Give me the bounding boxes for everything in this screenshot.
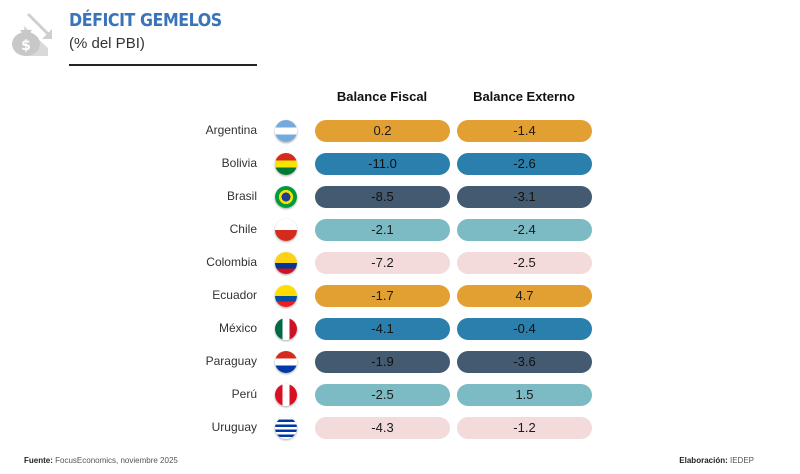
table-row: México -4.1 -0.4	[0, 318, 800, 340]
country-label: Paraguay	[205, 354, 257, 368]
table-row: Uruguay -4.3 -1.2	[0, 417, 800, 439]
flag-icon	[275, 417, 297, 439]
externo-value-pill: -1.2	[457, 417, 592, 439]
externo-value-pill: -1.4	[457, 120, 592, 142]
flag-icon	[275, 120, 297, 142]
flag-icon	[275, 384, 297, 406]
country-label: Perú	[231, 387, 257, 401]
source-note: Fuente: FocusEconomics, noviembre 2025	[24, 456, 178, 465]
credit-note: Elaboración: IEDEP	[679, 456, 754, 465]
externo-value-pill: -2.5	[457, 252, 592, 274]
svg-text:$: $	[21, 38, 31, 54]
externo-value-pill: 1.5	[457, 384, 592, 406]
flag-icon	[275, 252, 297, 274]
fiscal-value-pill: -2.1	[315, 219, 450, 241]
fiscal-value-pill: -11.0	[315, 153, 450, 175]
table-row: Perú -2.5 1.5	[0, 384, 800, 406]
table-row: Argentina 0.2 -1.4	[0, 120, 800, 142]
fiscal-value-pill: -2.5	[315, 384, 450, 406]
fiscal-value-pill: -7.2	[315, 252, 450, 274]
flag-icon	[275, 219, 297, 241]
flag-icon	[275, 351, 297, 373]
country-label: Brasil	[226, 189, 257, 203]
fiscal-value-pill: 0.2	[315, 120, 450, 142]
country-label: Ecuador	[212, 288, 257, 302]
chart-title: DÉFICIT GEMELOS	[69, 10, 222, 31]
table-row: Chile -2.1 -2.4	[0, 219, 800, 241]
flag-icon	[275, 153, 297, 175]
column-header-fiscal: Balance Fiscal	[336, 89, 428, 104]
flag-icon	[275, 186, 297, 208]
country-label: Bolivia	[221, 156, 257, 170]
country-label: México	[218, 321, 257, 335]
money-bag-down-arrow-icon: $	[12, 12, 52, 56]
country-label: Chile	[229, 222, 257, 236]
externo-value-pill: -3.6	[457, 351, 592, 373]
country-label: Argentina	[205, 123, 257, 137]
title-divider	[69, 64, 257, 66]
externo-value-pill: -2.6	[457, 153, 592, 175]
source-value: FocusEconomics, noviembre 2025	[55, 456, 178, 465]
source-label: Fuente:	[24, 456, 53, 465]
credit-value: IEDEP	[729, 456, 754, 465]
fiscal-value-pill: -4.1	[315, 318, 450, 340]
column-header-externo: Balance Externo	[473, 89, 575, 104]
chart-subtitle: (% del PBI)	[69, 35, 145, 52]
externo-value-pill: -0.4	[457, 318, 592, 340]
flag-icon	[275, 285, 297, 307]
table-row: Bolivia -11.0 -2.6	[0, 153, 800, 175]
table-row: Paraguay -1.9 -3.6	[0, 351, 800, 373]
fiscal-value-pill: -1.7	[315, 285, 450, 307]
fiscal-value-pill: -4.3	[315, 417, 450, 439]
table-row: Colombia -7.2 -2.5	[0, 252, 800, 274]
fiscal-value-pill: -8.5	[315, 186, 450, 208]
table-row: Ecuador -1.7 4.7	[0, 285, 800, 307]
externo-value-pill: 4.7	[457, 285, 592, 307]
fiscal-value-pill: -1.9	[315, 351, 450, 373]
country-label: Uruguay	[211, 420, 257, 434]
country-label: Colombia	[206, 255, 257, 269]
table-row: Brasil -8.5 -3.1	[0, 186, 800, 208]
credit-label: Elaboración:	[679, 456, 728, 465]
externo-value-pill: -3.1	[457, 186, 592, 208]
flag-icon	[275, 318, 297, 340]
externo-value-pill: -2.4	[457, 219, 592, 241]
